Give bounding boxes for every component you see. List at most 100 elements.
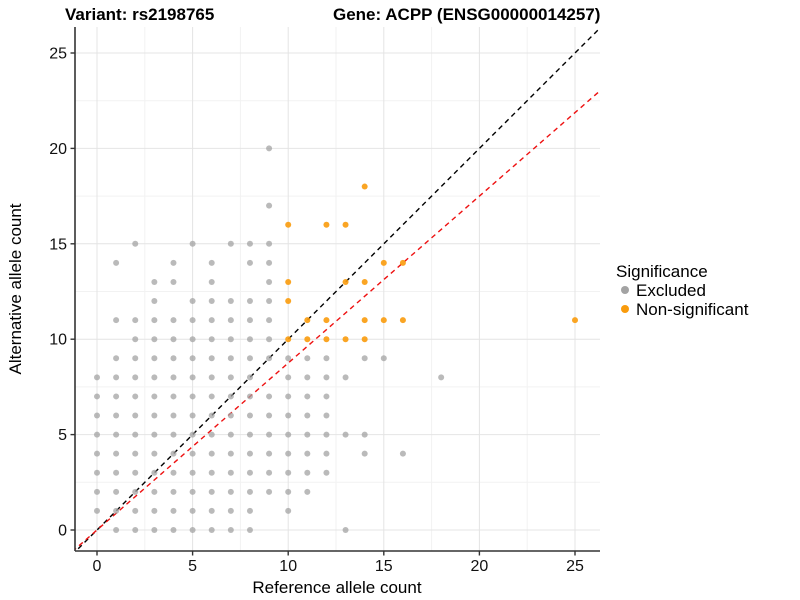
data-point-excluded [266,278,273,285]
data-point-excluded [246,240,253,247]
data-point-excluded [208,450,215,457]
data-point-excluded [189,336,196,343]
data-point-excluded [113,355,120,362]
data-point-excluded [113,450,120,457]
data-point-excluded [304,355,311,362]
data-point-excluded [304,431,311,438]
data-point-excluded [132,488,139,495]
data-point-excluded [342,527,349,533]
data-point-excluded [246,336,253,343]
data-point-excluded [189,469,196,476]
data-point-excluded [246,298,253,305]
data-point-excluded [151,507,158,514]
data-point-excluded [94,450,100,457]
data-point-non-significant [285,336,292,343]
data-point-excluded [323,431,330,438]
data-point-excluded [361,450,368,457]
data-point-excluded [151,527,158,533]
data-point-excluded [170,412,177,419]
data-point-excluded [113,374,120,381]
data-point-non-significant [361,317,368,324]
data-point-excluded [189,412,196,419]
data-point-excluded [189,488,196,495]
data-point-non-significant [323,317,330,324]
data-point-excluded [285,507,292,514]
data-point-excluded [227,240,234,247]
data-point-excluded [151,355,158,362]
data-point-excluded [113,259,120,266]
data-point-non-significant [285,278,292,285]
data-point-excluded [227,317,234,324]
data-point-excluded [132,507,139,514]
data-point-excluded [304,488,311,495]
data-point-excluded [323,469,330,476]
data-point-excluded [170,355,177,362]
data-point-excluded [208,469,215,476]
data-point-excluded [208,431,215,438]
data-point-excluded [94,393,100,400]
data-point-excluded [285,488,292,495]
gene-title: Gene: ACPP (ENSG00000014257) [333,5,600,24]
data-point-excluded [208,507,215,514]
data-point-non-significant [342,336,349,343]
data-point-excluded [323,393,330,400]
x-tick-label: 10 [279,558,297,575]
data-point-excluded [151,393,158,400]
x-tick-label: 0 [93,558,102,575]
y-tick-label: 15 [49,236,67,253]
data-point-excluded [208,393,215,400]
data-point-excluded [266,240,273,247]
data-point-non-significant [304,336,311,343]
data-point-excluded [246,450,253,457]
data-point-excluded [94,507,100,514]
data-point-excluded [285,393,292,400]
data-point-excluded [285,469,292,476]
data-point-excluded [266,393,273,400]
data-point-excluded [170,317,177,324]
data-point-non-significant [399,317,406,324]
data-point-excluded [246,431,253,438]
data-point-excluded [304,469,311,476]
data-point-excluded [246,488,253,495]
data-point-excluded [227,450,234,457]
data-point-excluded [151,298,158,305]
data-point-excluded [189,527,196,533]
data-point-excluded [189,298,196,305]
data-point-excluded [208,259,215,266]
data-point-non-significant [572,317,578,324]
data-point-excluded [189,240,196,247]
data-point-non-significant [380,259,387,266]
data-point-excluded [132,431,139,438]
data-point-excluded [246,527,253,533]
data-point-excluded [285,355,292,362]
y-axis-label: Alternative allele count [6,203,25,374]
data-point-excluded [246,317,253,324]
data-point-excluded [189,431,196,438]
data-point-excluded [132,240,139,247]
data-point-excluded [151,278,158,285]
data-point-excluded [246,469,253,476]
data-point-excluded [227,527,234,533]
data-point-excluded [227,393,234,400]
data-point-excluded [227,507,234,514]
data-point-excluded [227,374,234,381]
data-point-excluded [323,412,330,419]
data-point-excluded [361,355,368,362]
data-point-excluded [113,488,120,495]
data-point-excluded [189,450,196,457]
data-point-excluded [246,259,253,266]
data-point-non-significant [323,336,330,343]
data-point-non-significant [361,278,368,285]
data-point-excluded [266,469,273,476]
data-point-excluded [151,469,158,476]
data-point-excluded [208,317,215,324]
data-point-excluded [266,145,273,152]
data-point-excluded [285,431,292,438]
legend-excluded-label: Excluded [636,281,706,300]
data-point-excluded [94,374,100,381]
variant-title: Variant: rs2198765 [65,5,214,24]
data-point-excluded [227,412,234,419]
data-point-excluded [246,393,253,400]
data-point-excluded [208,336,215,343]
